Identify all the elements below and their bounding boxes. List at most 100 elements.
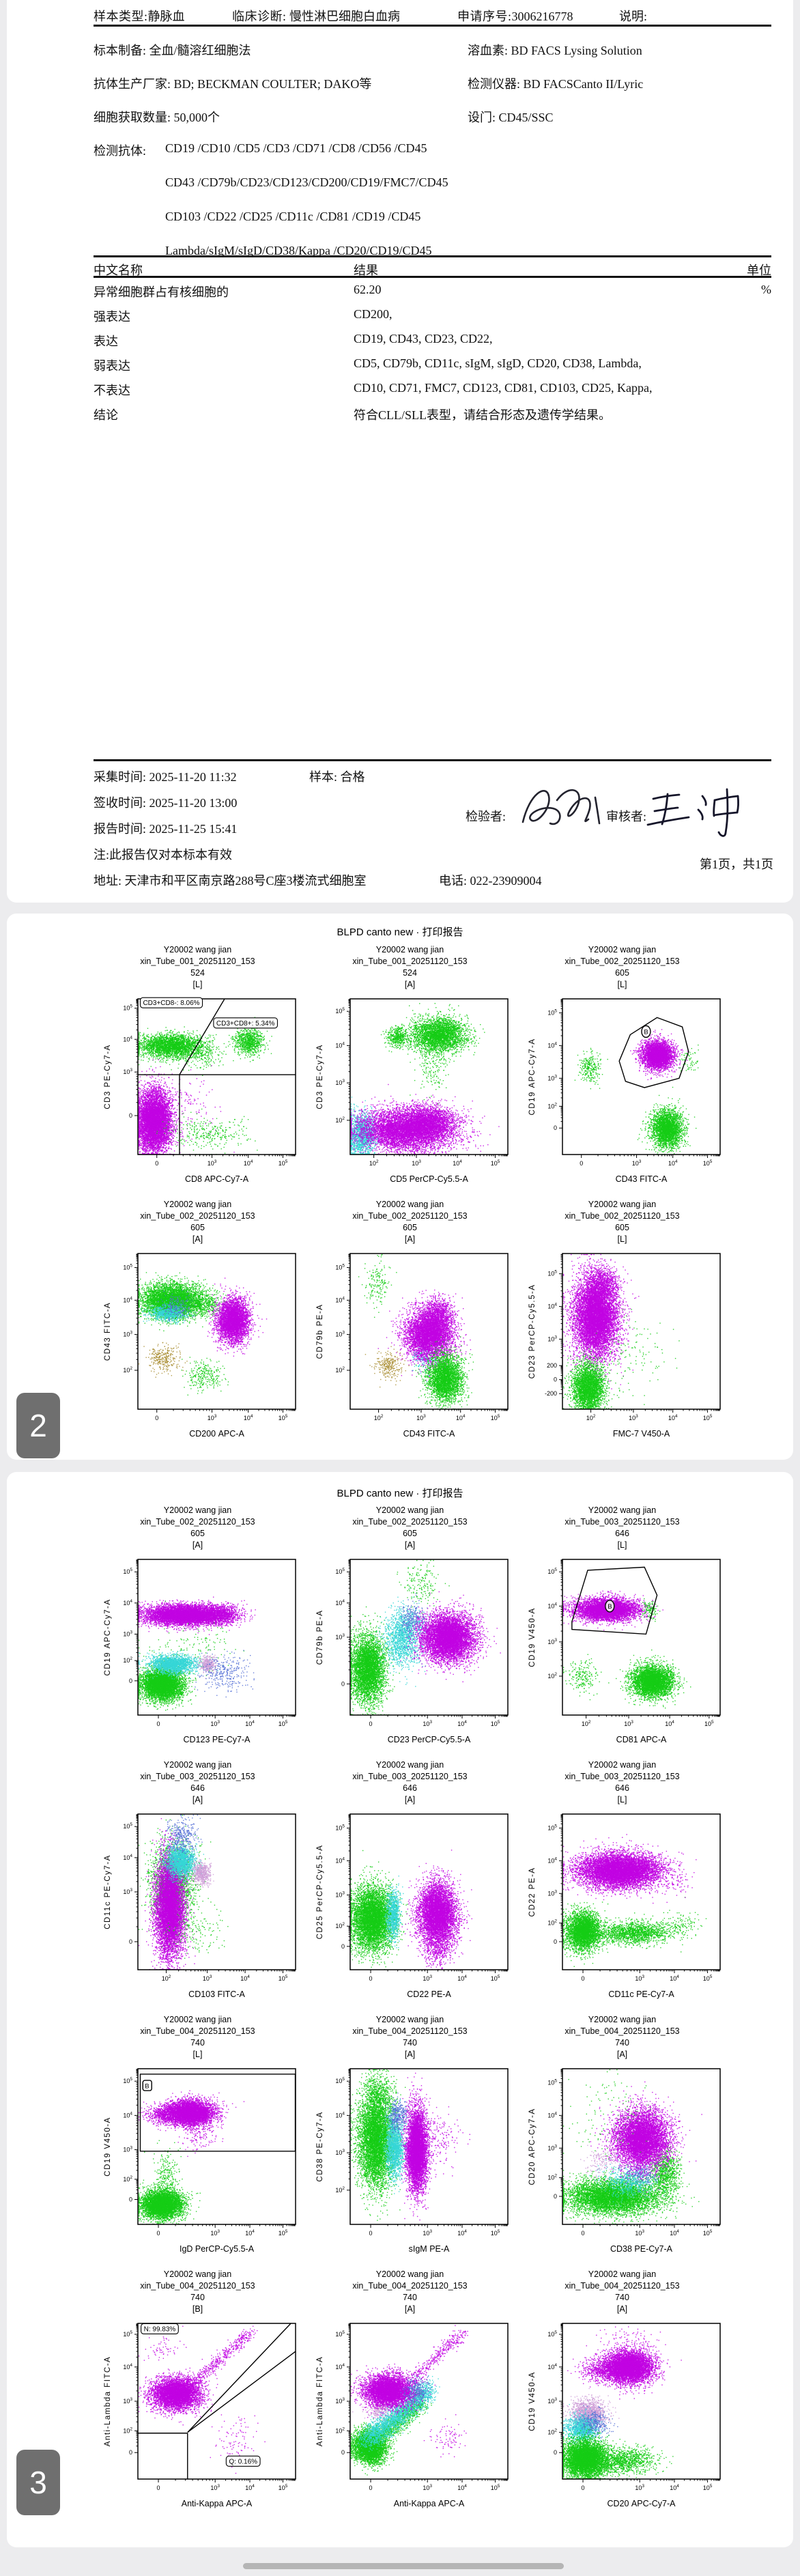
plot-header-line: Y20002 wang jian bbox=[375, 2269, 444, 2279]
plot-header: Y20002 wang jian xin_Tube_004_20251120_15… bbox=[304, 2014, 516, 2065]
scatter-canvas bbox=[307, 2319, 513, 2513]
row-result: 符合CLL/SLL表型，请结合形态及遗传学结果。 bbox=[354, 408, 611, 422]
vendor: 抗体生产厂家: BD; BECKMAN COULTER; DAKO等 bbox=[94, 77, 372, 91]
plot-header: Y20002 wang jian xin_Tube_002_20251120_15… bbox=[304, 1199, 516, 1249]
gating: 设门: CD45/SSC bbox=[468, 111, 554, 124]
horizontal-scrollbar[interactable] bbox=[243, 2563, 564, 2569]
plot-header-line: 740 bbox=[403, 2038, 417, 2048]
plot-header-line: [L] bbox=[617, 1795, 627, 1804]
plot-header-line: Y20002 wang jian bbox=[588, 2269, 657, 2279]
plot-header-line: [A] bbox=[404, 2304, 416, 2314]
plot-row: Y20002 wang jian xin_Tube_001_20251120_15… bbox=[91, 944, 728, 1189]
scatter-canvas bbox=[307, 1555, 513, 1749]
row-result: CD10, CD71, FMC7, CD123, CD81, CD103, CD… bbox=[354, 381, 653, 395]
plot-header-line: 524 bbox=[190, 968, 205, 978]
page-number: 第1页，共1页 bbox=[700, 858, 773, 871]
plot-header-line: xin_Tube_002_20251120_153 bbox=[565, 957, 680, 966]
flow-plot: Y20002 wang jian xin_Tube_004_20251120_15… bbox=[516, 2269, 728, 2513]
flow-plot: Y20002 wang jian xin_Tube_002_20251120_15… bbox=[304, 1199, 516, 1443]
antibody-label: 检测抗体: bbox=[94, 144, 147, 158]
plot-header: Y20002 wang jian xin_Tube_002_20251120_15… bbox=[516, 1199, 728, 1249]
plot-header: Y20002 wang jian xin_Tube_002_20251120_15… bbox=[304, 1505, 516, 1555]
antibody-line: CD43 /CD79b/CD23/CD123/CD200/CD19/FMC7/C… bbox=[165, 175, 448, 189]
plot-header-line: xin_Tube_004_20251120_153 bbox=[565, 2281, 680, 2291]
plot-header: Y20002 wang jian xin_Tube_004_20251120_15… bbox=[516, 2014, 728, 2065]
collect-time: 采集时间: 2025-11-20 11:32 bbox=[94, 770, 237, 784]
plot-header-line: [A] bbox=[192, 1795, 203, 1804]
sample-status: 样本: 合格 bbox=[309, 770, 365, 784]
sample-type: 样本类型:静脉血 bbox=[94, 10, 185, 23]
plot-header: Y20002 wang jian xin_Tube_001_20251120_15… bbox=[304, 944, 516, 995]
plot-header-line: xin_Tube_004_20251120_153 bbox=[140, 2281, 255, 2291]
flow-plot: Y20002 wang jian xin_Tube_002_20251120_15… bbox=[304, 1505, 516, 1749]
plot-header-line: 605 bbox=[615, 968, 629, 978]
table-row: 强表达 CD200, bbox=[94, 307, 771, 332]
request-no: 申请序号:3006216778 bbox=[457, 10, 573, 23]
plot-header-line: Y20002 wang jian bbox=[375, 1505, 444, 1515]
plot-header-line: [B] bbox=[192, 2304, 203, 2314]
plot-header-line: 605 bbox=[190, 1529, 205, 1538]
plot-header-line: 605 bbox=[190, 1223, 205, 1232]
page-3-badge: 3 bbox=[16, 2450, 60, 2515]
row-result: CD19, CD43, CD23, CD22, bbox=[354, 332, 493, 345]
plot-header-line: xin_Tube_004_20251120_153 bbox=[140, 2026, 255, 2036]
row-name: 表达 bbox=[94, 335, 118, 348]
plot-header-line: 605 bbox=[403, 1529, 417, 1538]
plot-header-line: Y20002 wang jian bbox=[588, 2015, 657, 2024]
plot-header-line: 646 bbox=[403, 1783, 417, 1793]
table-row: 弱表达 CD5, CD79b, CD11c, sIgM, sIgD, CD20, … bbox=[94, 356, 771, 381]
report-page-2: BLPD canto new · 打印报告 Y20002 wang jian xi… bbox=[7, 914, 793, 1460]
plot-row: Y20002 wang jian xin_Tube_004_20251120_15… bbox=[91, 2014, 728, 2259]
col-name-header: 中文名称 bbox=[94, 264, 143, 277]
col-unit-header: 单位 bbox=[747, 264, 771, 277]
table-row: 不表达 CD10, CD71, FMC7, CD123, CD81, CD103,… bbox=[94, 381, 771, 406]
row-name: 异常细胞群占有核细胞的 bbox=[94, 285, 229, 299]
plot-header-line: xin_Tube_002_20251120_153 bbox=[352, 1517, 468, 1527]
plot-header-line: xin_Tube_004_20251120_153 bbox=[352, 2026, 468, 2036]
scatter-canvas bbox=[95, 1555, 300, 1749]
plot-header-line: xin_Tube_002_20251120_153 bbox=[565, 1211, 680, 1221]
diagnosis: 临床诊断: 慢性淋巴细胞白血病 bbox=[232, 10, 401, 23]
plot-header-line: 605 bbox=[403, 1223, 417, 1232]
plot-header-line: xin_Tube_003_20251120_153 bbox=[565, 1772, 680, 1781]
flow-report-title: BLPD canto new · 打印报告 bbox=[337, 926, 463, 938]
antibody-list: CD19 /CD10 /CD5 /CD3 /CD71 /CD8 /CD56 /C… bbox=[165, 141, 448, 278]
scatter-canvas bbox=[519, 2065, 725, 2259]
plot-header-line: [A] bbox=[616, 2050, 628, 2059]
scatter-canvas bbox=[95, 1810, 300, 2004]
plot-header-line: [L] bbox=[617, 980, 627, 989]
scatter-canvas bbox=[519, 1249, 725, 1443]
plot-header-line: xin_Tube_001_20251120_153 bbox=[352, 957, 468, 966]
plot-header-line: xin_Tube_003_20251120_153 bbox=[140, 1772, 255, 1781]
plot-header: Y20002 wang jian xin_Tube_002_20251120_15… bbox=[91, 1505, 304, 1555]
plot-header: Y20002 wang jian xin_Tube_004_20251120_15… bbox=[304, 2269, 516, 2319]
divider bbox=[94, 759, 771, 761]
divider bbox=[94, 25, 771, 27]
auditor-label: 审核者: bbox=[606, 810, 647, 823]
plot-header-line: [A] bbox=[616, 2304, 628, 2314]
table-row: 结论 符合CLL/SLL表型，请结合形态及遗传学结果。 bbox=[94, 406, 771, 430]
plot-header: Y20002 wang jian xin_Tube_001_20251120_15… bbox=[91, 944, 304, 995]
flow-plot: Y20002 wang jian xin_Tube_002_20251120_15… bbox=[516, 1199, 728, 1443]
scatter-canvas bbox=[307, 995, 513, 1189]
examiner-label: 检验者: bbox=[466, 810, 506, 823]
antibody-line: Lambda/sIgM/sIgD/CD38/Kappa /CD20/CD19/C… bbox=[165, 244, 432, 257]
flow-plot: Y20002 wang jian xin_Tube_004_20251120_15… bbox=[91, 2014, 304, 2259]
auditor-signature bbox=[646, 788, 740, 837]
scatter-canvas bbox=[307, 2065, 513, 2259]
table-top-border bbox=[94, 255, 771, 257]
flow-plot: Y20002 wang jian xin_Tube_004_20251120_15… bbox=[304, 2014, 516, 2259]
scatter-canvas bbox=[95, 2065, 300, 2259]
plot-header-line: [A] bbox=[404, 1540, 416, 1550]
plot-header: Y20002 wang jian xin_Tube_003_20251120_15… bbox=[304, 1759, 516, 1810]
scatter-canvas bbox=[519, 995, 725, 1189]
col-result-header: 结果 bbox=[354, 264, 378, 277]
flow-report-title: BLPD canto new · 打印报告 bbox=[337, 1488, 463, 1499]
plot-header-line: Y20002 wang jian bbox=[588, 945, 657, 954]
plot-row: Y20002 wang jian xin_Tube_004_20251120_15… bbox=[91, 2269, 728, 2513]
plot-header-line: 740 bbox=[615, 2293, 629, 2302]
scatter-canvas bbox=[307, 1810, 513, 2004]
instrument: 检测仪器: BD FACSCanto II/Lyric bbox=[468, 77, 644, 91]
plot-header: Y20002 wang jian xin_Tube_003_20251120_15… bbox=[516, 1759, 728, 1810]
row-result: CD200, bbox=[354, 307, 392, 321]
